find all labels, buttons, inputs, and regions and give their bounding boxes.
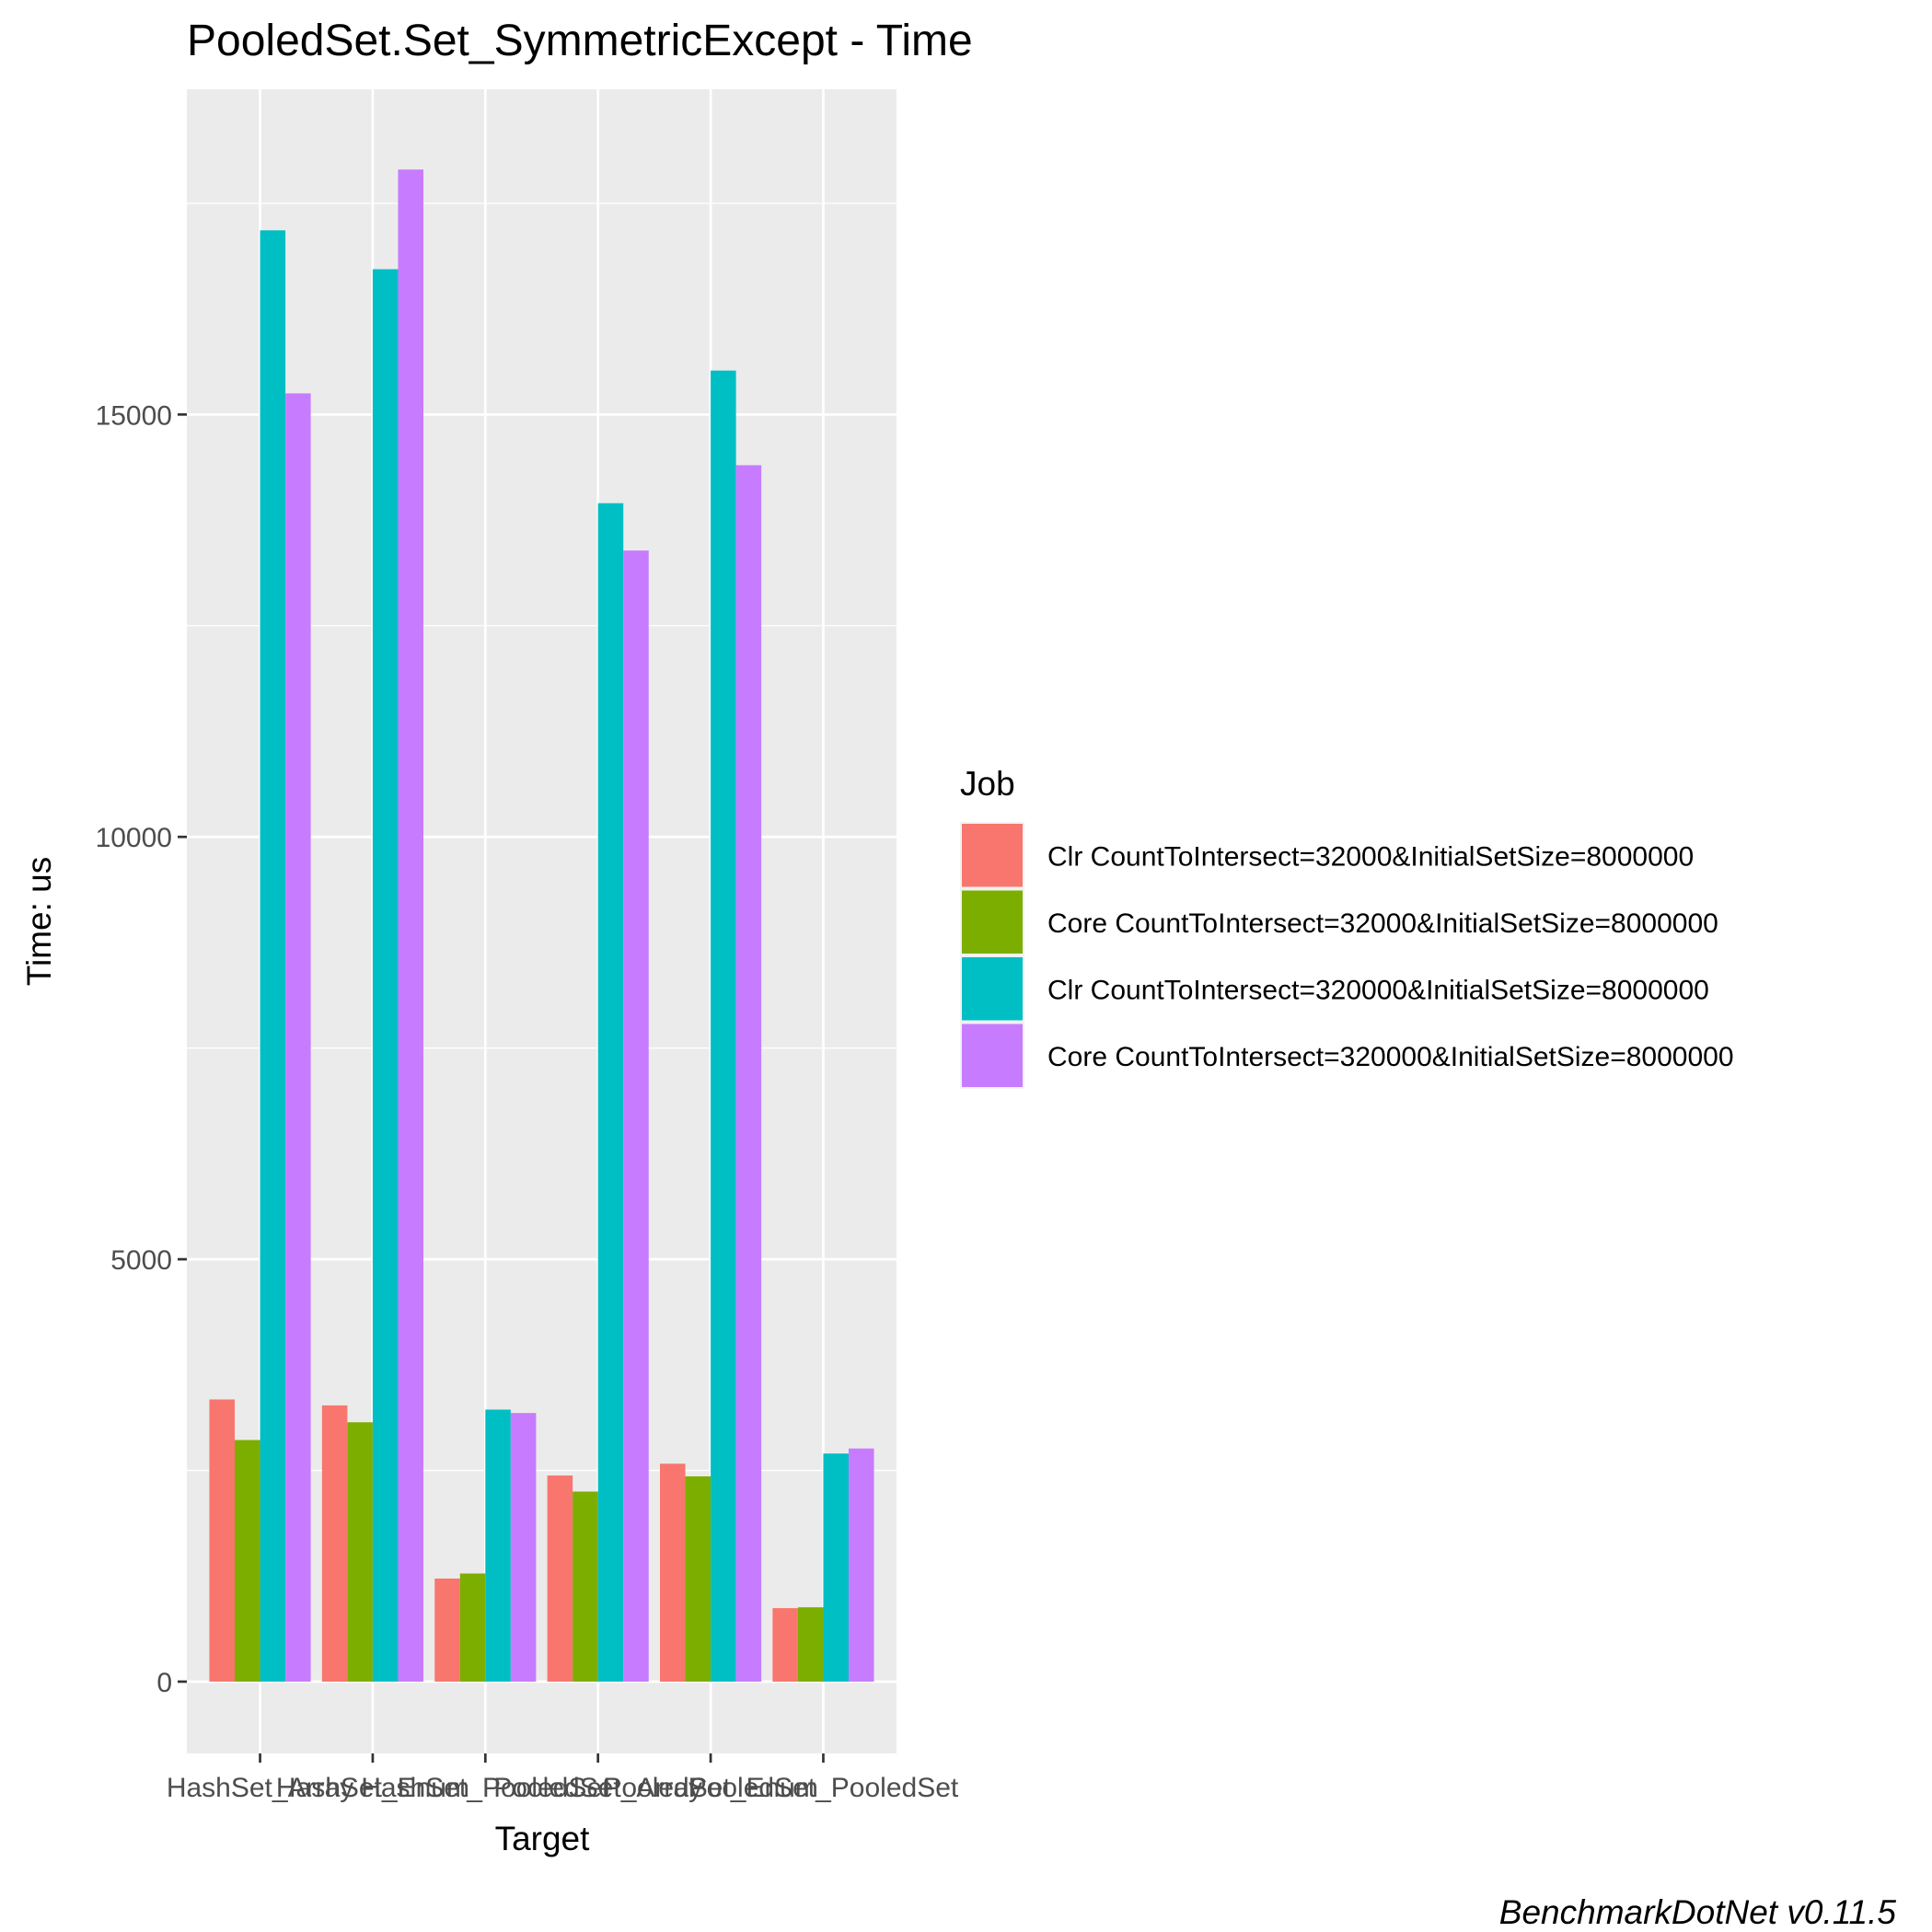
bar [285, 393, 311, 1682]
y-tick-label: 0 [156, 1668, 172, 1698]
bar [321, 1405, 348, 1682]
bar [209, 1399, 236, 1682]
bar [547, 1475, 573, 1682]
bar [347, 1422, 373, 1682]
caption: BenchmarkDotNet v0.11.5 [1499, 1893, 1897, 1931]
legend: Job Clr CountToIntersect=32000&InitialSet… [960, 765, 1734, 1089]
legend-key [962, 890, 1023, 954]
legend-key [962, 957, 1023, 1021]
x-tick-label: PooledSet_Array [493, 1773, 702, 1803]
x-axis: HashSet_ArrayHashSet_EnumHashSet_PooledS… [167, 1753, 959, 1803]
legend-key [962, 1024, 1023, 1087]
bar [623, 550, 649, 1682]
legend-label: Clr CountToIntersect=32000&InitialSetSiz… [1047, 841, 1694, 872]
bar [235, 1440, 260, 1682]
bar [459, 1573, 486, 1682]
bar [597, 503, 624, 1682]
x-tick-label: PooledSet_Enum [603, 1773, 818, 1803]
bar [660, 1463, 686, 1682]
bar [823, 1453, 849, 1682]
bar [260, 230, 286, 1682]
bar [711, 370, 736, 1682]
x-tick-label: HashSet_Enum [276, 1773, 469, 1803]
x-tick-label: HashSet_Array [167, 1773, 353, 1803]
legend-title: Job [960, 765, 1015, 803]
bar [848, 1448, 874, 1682]
bar [735, 465, 762, 1682]
y-tick-label: 10000 [96, 823, 172, 853]
bar [434, 1579, 460, 1682]
legend-label: Core CountToIntersect=32000&InitialSetSi… [1047, 908, 1718, 939]
bar [510, 1413, 537, 1682]
bars [209, 169, 874, 1682]
bar [573, 1491, 598, 1682]
y-axis: 0 5000 10000 15000 [96, 400, 187, 1698]
y-tick-label: 5000 [110, 1245, 172, 1276]
bar [685, 1475, 711, 1682]
legend-label: Core CountToIntersect=320000&InitialSetS… [1047, 1042, 1734, 1072]
legend-key [962, 824, 1023, 887]
legend-label: Clr CountToIntersect=320000&InitialSetSi… [1047, 975, 1709, 1005]
y-axis-title: Time: us [20, 857, 58, 986]
bar [372, 269, 399, 1682]
bar [485, 1409, 511, 1682]
bar [797, 1607, 824, 1682]
x-tick-label: HashSet_PooledSet [361, 1773, 610, 1803]
x-tick-label: PooledSet_PooledSet [688, 1773, 959, 1803]
y-tick-label: 15000 [96, 400, 172, 431]
bar [772, 1608, 798, 1682]
x-axis-title: Target [495, 1820, 591, 1857]
chart-title: PooledSet.Set_SymmetricExcept - Time [187, 17, 973, 65]
bar [398, 169, 423, 1682]
